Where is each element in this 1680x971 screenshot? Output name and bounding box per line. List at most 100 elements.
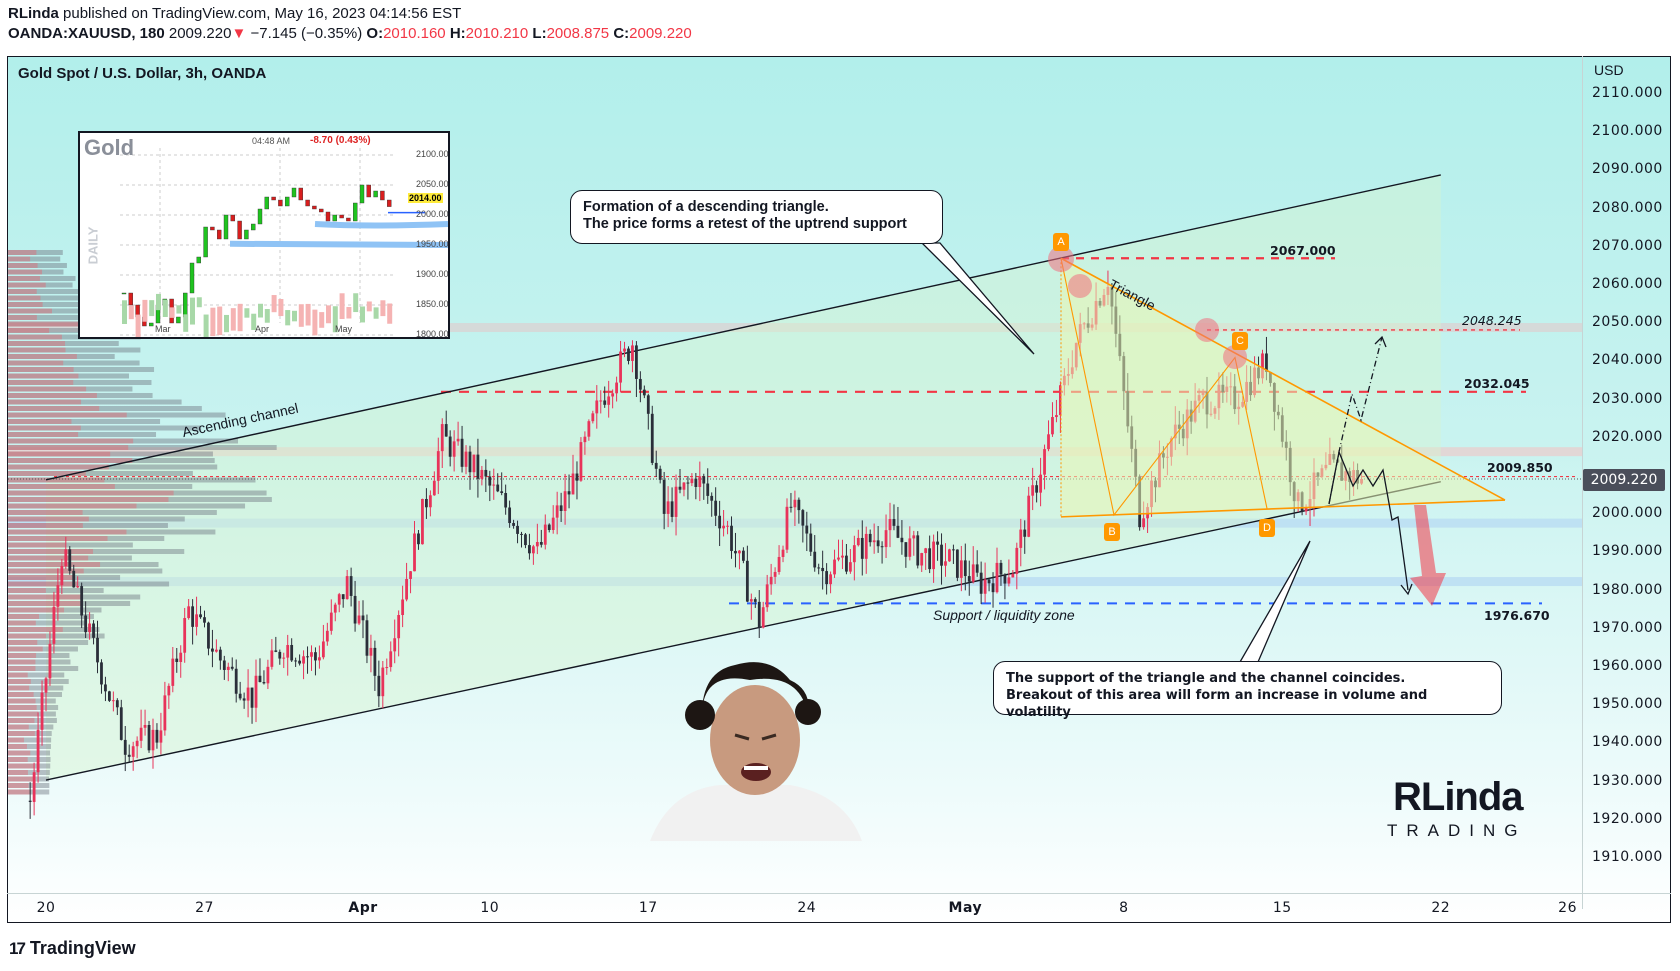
candle — [147, 724, 151, 751]
marker-c[interactable]: C — [1232, 332, 1248, 350]
volume-profile-bar — [8, 724, 29, 730]
marker-b[interactable]: B — [1104, 523, 1120, 541]
candle — [642, 389, 646, 396]
candle — [207, 622, 210, 649]
volume-profile-bar — [8, 510, 217, 515]
candle — [258, 675, 262, 683]
low-value: 2008.875 — [546, 25, 610, 42]
candle — [1031, 485, 1035, 496]
touch-point-highlight — [1195, 318, 1219, 342]
candle — [892, 519, 896, 526]
inset-change: -8.70 (0.43%) — [310, 135, 371, 146]
callout-triangle[interactable]: Formation of a descending triangle. The … — [570, 190, 943, 244]
volume-profile-bar — [8, 789, 31, 795]
candle — [32, 772, 36, 802]
volume-profile-bar — [8, 341, 66, 346]
inset-candle — [305, 199, 310, 207]
candle — [928, 548, 932, 570]
tradingview-brand[interactable]: 17 TradingView — [9, 938, 136, 959]
volume-profile-bar — [8, 568, 163, 574]
marker-a[interactable]: A — [1053, 233, 1069, 251]
candle — [559, 505, 563, 511]
author[interactable]: RLinda — [8, 5, 59, 22]
inset-volume-bar — [305, 303, 311, 326]
inset-price-tag: 2014.00 — [408, 193, 443, 203]
candle — [769, 576, 773, 585]
candle — [940, 544, 943, 566]
candle — [813, 551, 817, 568]
candle — [294, 660, 298, 662]
volume-profile-bar — [8, 666, 79, 671]
candle — [531, 546, 535, 554]
volume-profile-bar — [8, 750, 51, 756]
marker-d[interactable]: D — [1259, 519, 1275, 537]
candle — [520, 533, 523, 535]
volume-profile-bar — [8, 724, 54, 730]
inset-price-tick: 1950.00 — [416, 239, 449, 249]
inset-candle — [148, 322, 154, 327]
volume-profile-bar — [8, 497, 272, 502]
volume-profile-bar — [8, 471, 193, 476]
volume-profile-bar — [8, 685, 64, 691]
volume-profile-bar — [8, 347, 66, 353]
volume-profile-bar — [8, 490, 267, 496]
volume-profile-bar — [8, 380, 152, 385]
candle — [952, 549, 955, 551]
time-axis-divider — [7, 893, 1671, 894]
candle — [397, 615, 401, 639]
inset-volume-bar — [251, 313, 257, 330]
price-tick: 2030.000 — [1592, 390, 1663, 407]
candle — [789, 506, 793, 508]
level-label-2009: 2009.850 — [1487, 460, 1553, 475]
price-tick: 2060.000 — [1592, 276, 1663, 292]
high-value: 2010.210 — [465, 25, 529, 42]
candle — [104, 684, 107, 692]
candle — [627, 348, 630, 361]
inset-month-tick: May — [335, 324, 353, 334]
candle — [385, 667, 389, 669]
candle — [1015, 547, 1019, 574]
candle — [28, 800, 32, 802]
inset-candle — [121, 292, 127, 295]
candle — [955, 549, 959, 578]
volume-profile-bar — [8, 315, 37, 320]
candle — [250, 687, 254, 708]
candle — [218, 649, 222, 661]
inset-volume-bar — [312, 309, 318, 336]
candle — [876, 540, 880, 547]
volume-profile-bar — [8, 711, 39, 717]
candle — [286, 644, 290, 658]
candle — [611, 393, 615, 397]
open-label: O: — [366, 25, 384, 42]
candle — [1035, 485, 1039, 493]
candle — [595, 400, 599, 414]
time-tick: May — [948, 900, 983, 916]
inset-support-band — [229, 240, 448, 248]
inset-price-tick: 1850.00 — [416, 299, 449, 309]
volume-profile-bar — [8, 334, 62, 340]
volume-profile-bar — [8, 276, 76, 281]
candle — [809, 533, 813, 552]
arrow-up-icon — [1374, 335, 1387, 348]
candle — [377, 675, 381, 697]
volume-profile-bar — [8, 393, 97, 398]
volume-profile-bar — [8, 685, 30, 691]
volume-profile-bar — [8, 367, 74, 372]
candle — [539, 542, 543, 545]
candle — [959, 560, 963, 578]
candle — [191, 606, 195, 627]
candle — [1027, 495, 1031, 537]
inset-month-tick: Mar — [155, 324, 171, 334]
candle — [183, 618, 187, 653]
candle — [682, 482, 686, 490]
candle — [278, 651, 282, 659]
publish-info: RLinda published on TradingView.com, May… — [8, 5, 461, 22]
rlinda-trading-logo: RLinda TRADING — [1385, 775, 1545, 845]
inset-candle — [210, 226, 215, 231]
callout-support[interactable]: The support of the triangle and the chan… — [993, 661, 1502, 720]
currency-label[interactable]: USD — [1594, 62, 1624, 78]
inset-candle — [176, 316, 181, 324]
candle — [694, 478, 698, 487]
volume-profile-bar — [8, 705, 37, 710]
